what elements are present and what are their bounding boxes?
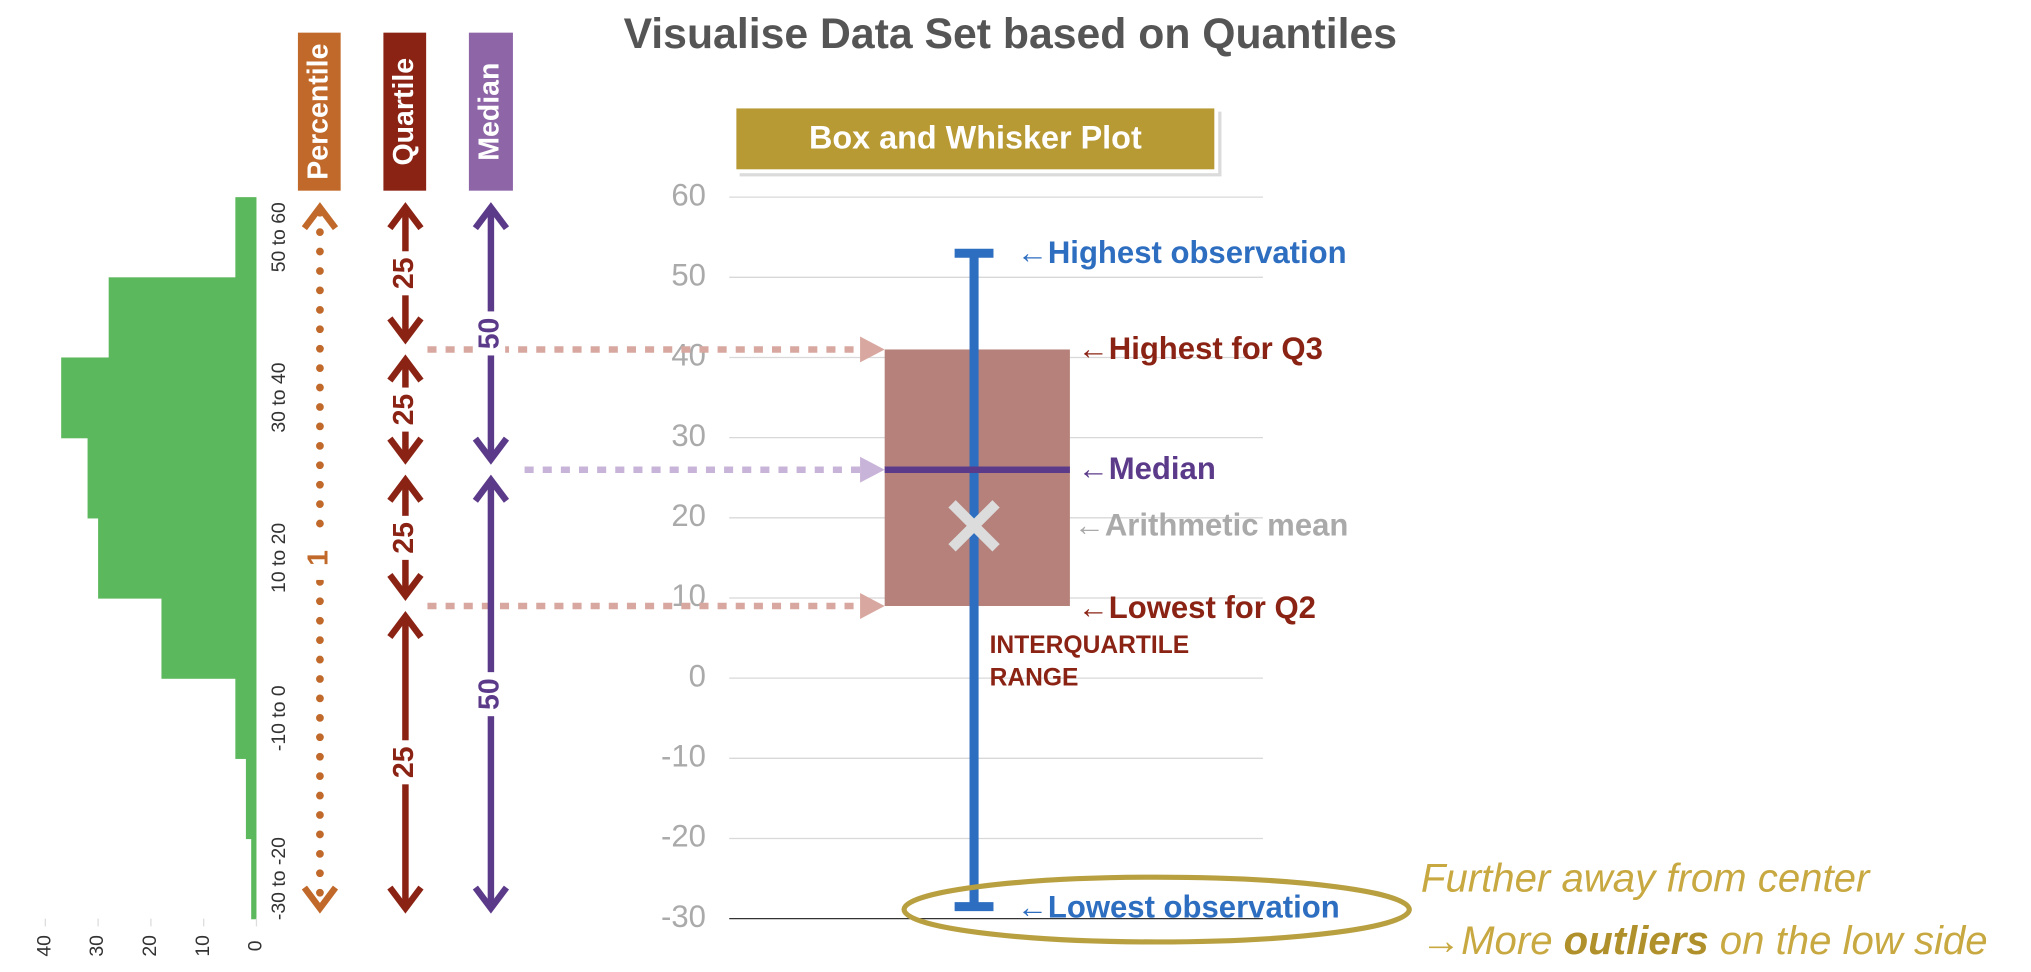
x-tick-label: 40: [33, 935, 55, 957]
page-title: Visualise Data Set based on Quantiles: [624, 10, 1397, 58]
label-bg: [391, 740, 420, 785]
arrow-head: [387, 436, 424, 465]
y-tick-label: -10: [661, 738, 706, 773]
histogram-bar: [251, 838, 257, 920]
y-tick-label: 60: [671, 177, 706, 212]
arrow-head: [387, 354, 424, 383]
range-arrow: 50: [472, 474, 510, 914]
header: Quartile: [388, 58, 420, 166]
note-part: →More: [1421, 918, 1564, 963]
range-arrow: 25: [387, 474, 424, 602]
y-tick-label: 20: [671, 498, 706, 533]
mean-marker: [948, 500, 1000, 552]
y-tick-label: -30: [661, 899, 706, 934]
range-arrow: 1: [301, 202, 339, 914]
arrow-head: [387, 202, 424, 231]
histogram-bar: [98, 517, 257, 599]
arrow-head: [387, 474, 424, 503]
annotation: ←Lowest observation: [1017, 889, 1340, 924]
annotation: ←Lowest for Q2: [1078, 590, 1316, 625]
annotation: RANGE: [990, 664, 1079, 691]
header: Median: [473, 63, 505, 161]
label-bg: [391, 387, 420, 432]
range-label: 50: [473, 678, 505, 710]
drawing: -30 to -20 -10 to 0 10 to 20 30 to 40 50 to …: [33, 177, 1412, 957]
annotation: INTERQUARTILE: [990, 632, 1190, 659]
histogram-bar: [245, 758, 257, 840]
range-label: 25: [388, 522, 420, 554]
x-tick-label: 0: [245, 940, 267, 951]
range-label: 50: [473, 318, 505, 350]
range-label: 25: [388, 257, 420, 289]
arrow-head: [387, 316, 424, 345]
connector-head: [860, 336, 885, 363]
histogram-bar: [235, 197, 257, 278]
arrow-head: [472, 436, 510, 465]
annotation: ←Highest for Q3: [1078, 331, 1323, 366]
arrow-head: [301, 885, 339, 914]
label-bg: [305, 535, 335, 580]
arrow-head: [472, 202, 510, 231]
arrow-head: [387, 610, 424, 640]
highlight-ellipse: [901, 874, 1412, 945]
note: →More outliers on the low side: [1421, 918, 1988, 963]
label-bg: [476, 311, 506, 356]
histogram-bar: [61, 357, 257, 439]
range-label: 1: [302, 550, 334, 566]
category-label: 10 to 20: [268, 523, 290, 593]
annotation: ←Arithmetic mean: [1074, 507, 1349, 542]
range-arrow: 25: [387, 202, 424, 345]
label-bg: [391, 515, 420, 560]
histogram-bar: [161, 597, 257, 679]
note: Further away from center: [1421, 856, 1871, 901]
connector-head: [860, 456, 885, 483]
arrow-head: [387, 572, 424, 602]
header: Percentile: [302, 44, 334, 180]
range-arrow: 50: [472, 202, 510, 465]
label-bg: [476, 672, 506, 717]
category-label: -10 to 0: [268, 685, 290, 751]
x-tick-label: 10: [192, 935, 214, 957]
histogram-bar: [108, 277, 257, 359]
header-box: [383, 32, 427, 191]
x-tick-label: 20: [139, 935, 161, 957]
arrow-head: [472, 885, 510, 914]
y-tick-label: 30: [671, 418, 706, 453]
arrow-head: [472, 474, 510, 503]
banner: [732, 104, 1219, 174]
connector-head: [860, 593, 885, 619]
category-label: 50 to 60: [268, 202, 290, 272]
arrow-head: [301, 202, 339, 231]
annotation: ←Median: [1078, 451, 1216, 486]
y-tick-label: 0: [689, 658, 706, 693]
range-arrow: 25: [387, 354, 424, 465]
range-label: 25: [388, 394, 420, 426]
note-part: outliers: [1564, 918, 1709, 963]
range-arrow: 25: [387, 610, 424, 914]
category-label: -30 to -20: [268, 837, 290, 920]
category-label: 30 to 40: [268, 362, 290, 432]
x-tick-label: 30: [86, 935, 108, 957]
y-tick-label: 50: [671, 258, 706, 293]
note-part: on the low side: [1709, 918, 1988, 963]
range-label: 25: [388, 746, 420, 778]
annotation: ←Highest observation: [1017, 235, 1347, 270]
header-box: [468, 32, 513, 191]
arrow-head: [387, 885, 424, 914]
banner-title: Box and Whisker Plot: [809, 120, 1142, 156]
y-tick-label: -20: [661, 819, 706, 854]
histogram-bar: [235, 678, 257, 759]
header-box: [297, 32, 341, 191]
histogram-bar: [87, 437, 257, 519]
y-tick-label: 40: [671, 338, 706, 373]
label-bg: [391, 251, 420, 296]
